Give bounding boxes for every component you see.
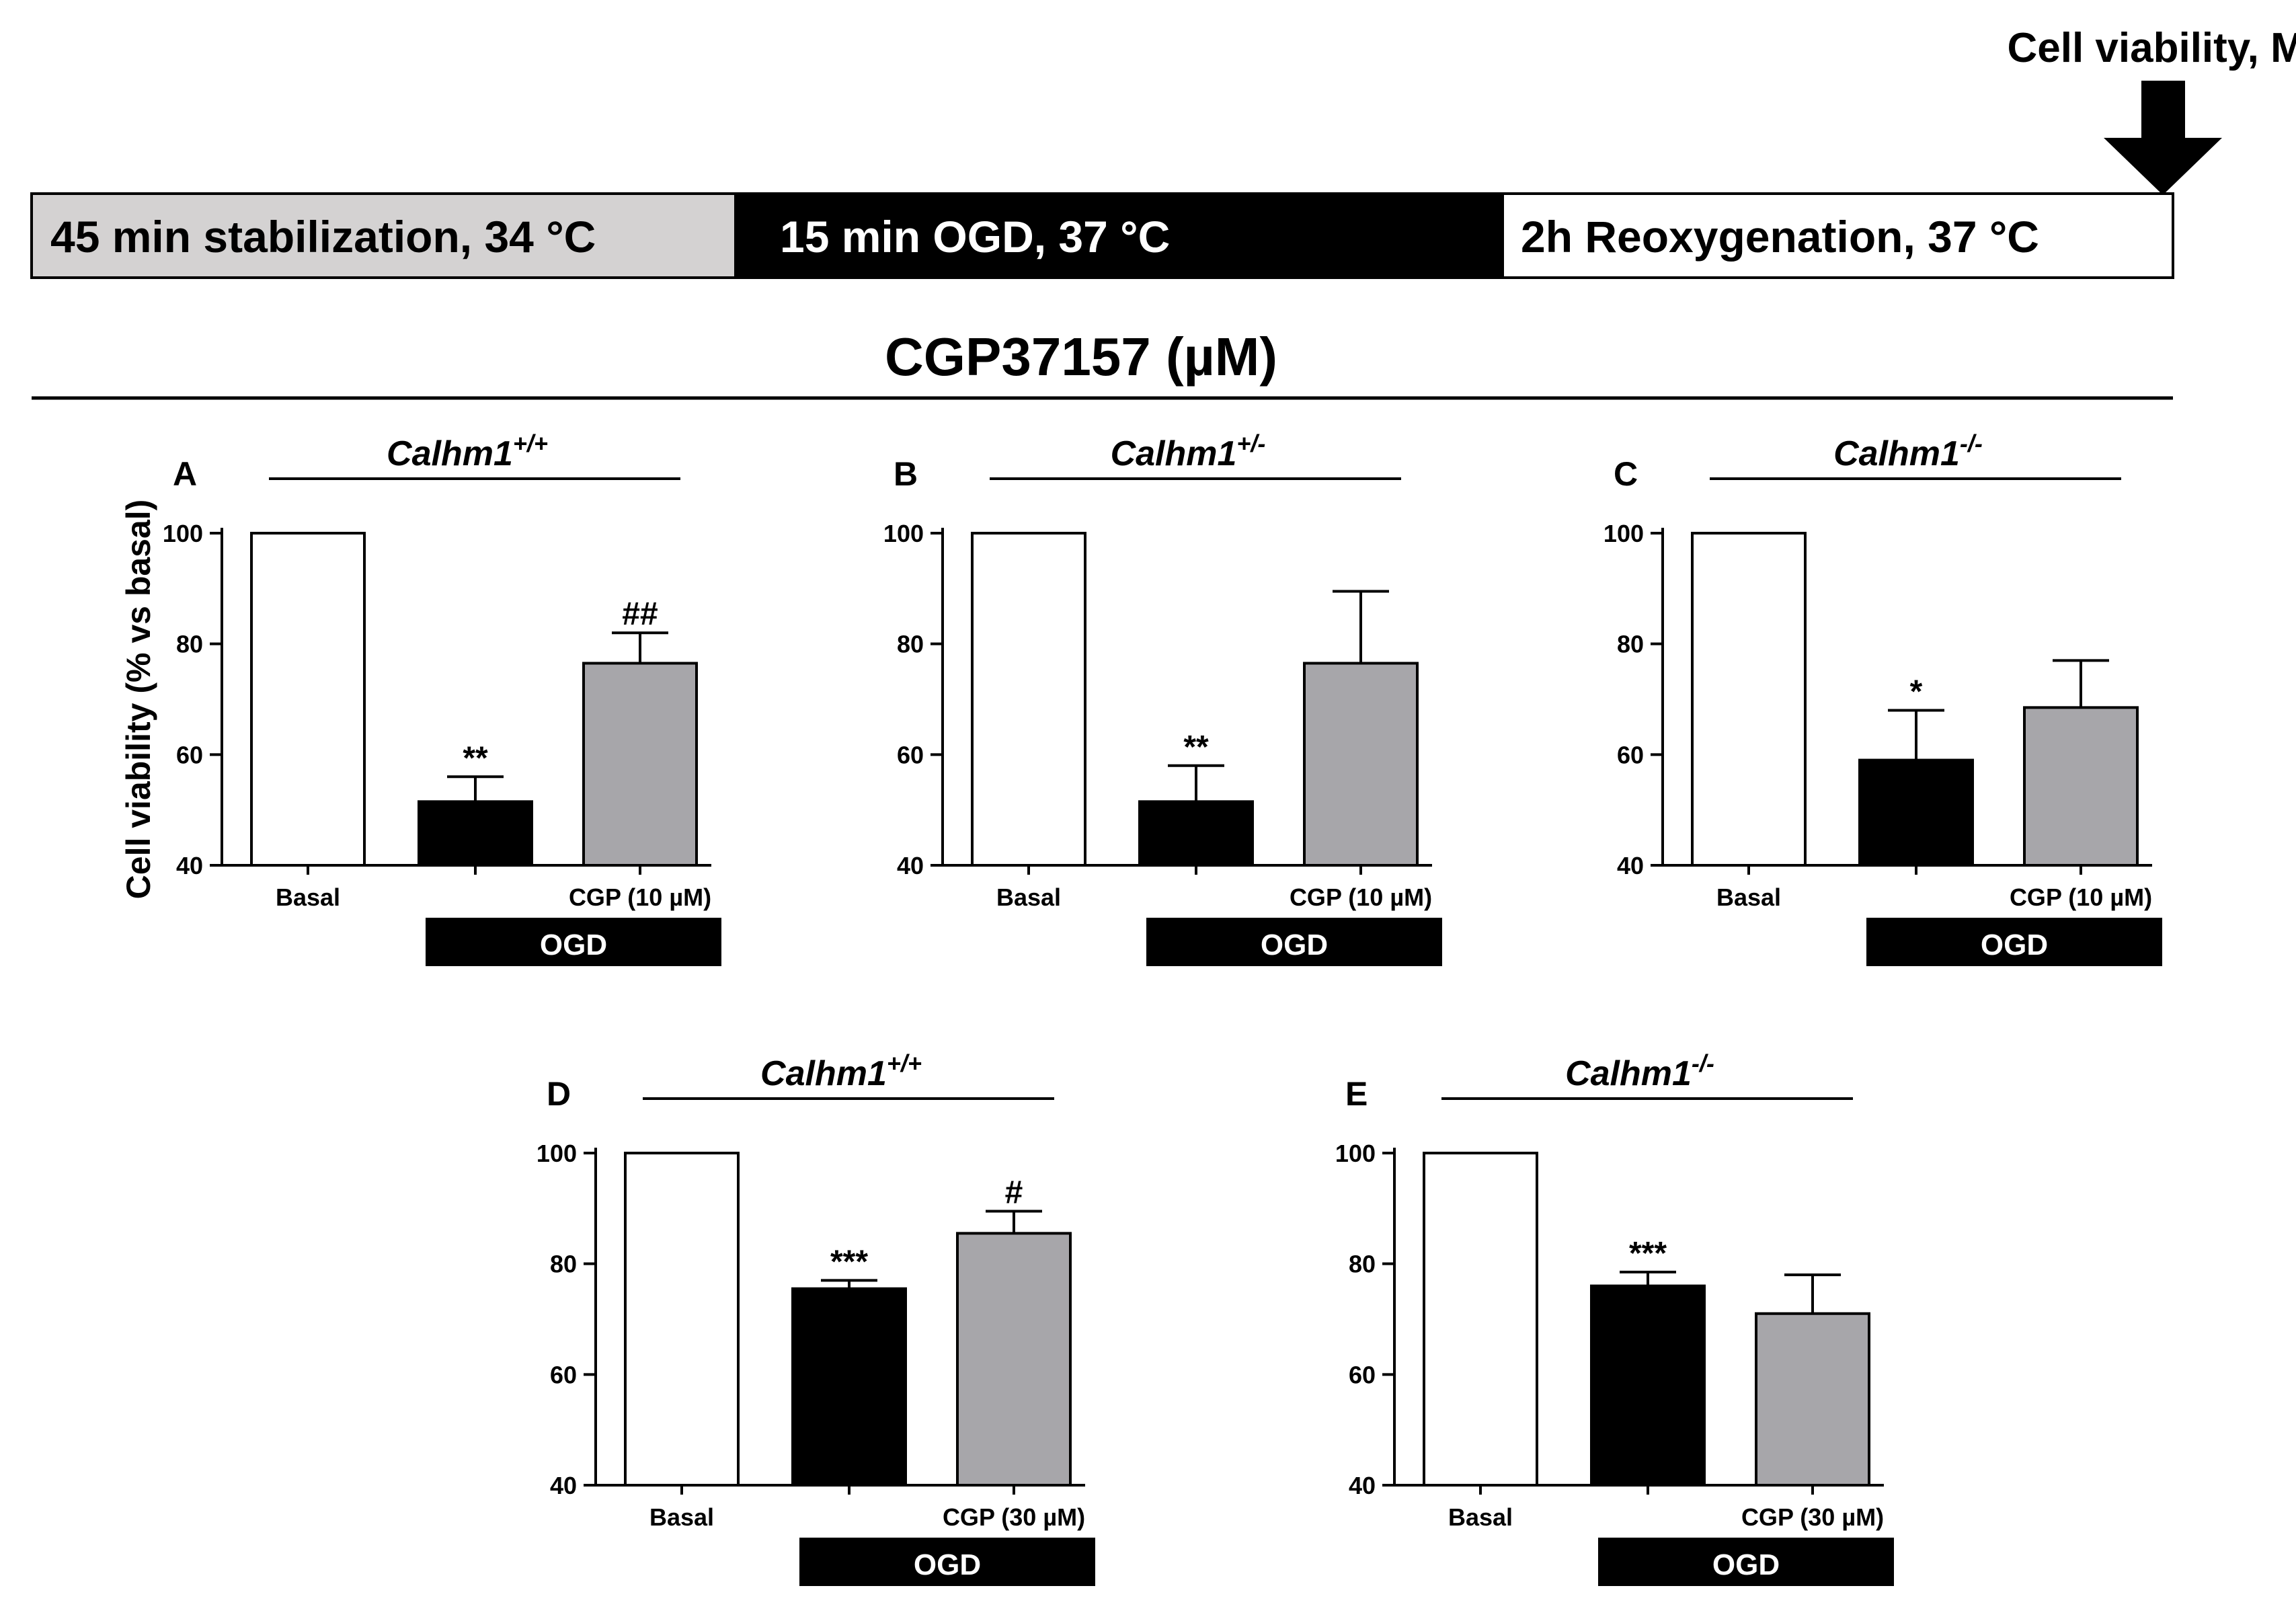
bar-1 — [1423, 1152, 1538, 1487]
x-category-label: Basal — [649, 1503, 714, 1531]
timeline-label-reoxygenation: 2h Reoxygenation, 37 °C — [1521, 212, 2039, 262]
x-category-label: Basal — [276, 883, 340, 911]
genotype-label: Calhm1+/+ — [387, 430, 548, 473]
panel-letter: C — [1614, 455, 1638, 493]
x-category-label: CGP (30 µM) — [943, 1503, 1085, 1531]
y-tick-label: 80 — [1349, 1251, 1376, 1278]
ogd-group-bar — [426, 918, 721, 966]
significance-mark: *** — [1629, 1236, 1667, 1271]
significance-mark: ** — [463, 740, 488, 776]
x-category-label: CGP (10 µM) — [569, 883, 711, 911]
genotype-label: Calhm1-/- — [1565, 1050, 1714, 1093]
panel-c: C Calhm1-/- 40 60 80 100 Basal * CGP (10 µM) OGD — [1604, 430, 2162, 966]
ogd-group-bar — [799, 1538, 1095, 1586]
y-axis-label: Cell viability (% vs basal) — [120, 500, 157, 900]
genotype-label: Calhm1+/- — [1111, 430, 1266, 473]
bar-3 — [582, 662, 698, 867]
ogd-group-bar — [1866, 918, 2162, 966]
ogd-group-label: OGD — [914, 1548, 981, 1581]
y-tick-label: 100 — [883, 520, 924, 547]
timeline-segment-ogd — [734, 192, 1504, 279]
bar-3 — [956, 1232, 1072, 1487]
y-tick-label: 80 — [897, 631, 924, 658]
panel-b: B Calhm1+/- 40 60 80 100 Basal ** CGP (10 µM) OGD — [883, 430, 1442, 966]
bar-1 — [250, 532, 366, 867]
section-title: CGP37157 (µM) — [885, 327, 1277, 387]
ogd-group-bar — [1146, 918, 1442, 966]
y-tick-label: 40 — [550, 1472, 577, 1499]
timeline-label-stabilization: 45 min stabilization, 34 °C — [50, 212, 596, 262]
bar-3 — [1755, 1312, 1870, 1487]
mtt-label: Cell viability, MTT — [2007, 25, 2296, 71]
y-tick-label: 40 — [1617, 852, 1644, 879]
ogd-group-label: OGD — [540, 928, 607, 961]
x-category-label: CGP (10 µM) — [2010, 883, 2152, 911]
y-tick-label: 100 — [537, 1140, 577, 1167]
x-category-label: Basal — [1716, 883, 1781, 911]
bar-3 — [2023, 706, 2139, 867]
x-category-label: Basal — [1448, 1503, 1513, 1531]
y-tick-label: 80 — [176, 631, 203, 658]
y-tick-label: 60 — [1617, 741, 1644, 768]
y-tick-label: 40 — [897, 852, 924, 879]
x-category-label: Basal — [996, 883, 1061, 911]
protocol-timeline: Cell viability, MTT 45 min stabilization… — [30, 25, 2296, 279]
bar-2 — [418, 800, 533, 867]
significance-mark: *** — [830, 1244, 868, 1279]
y-tick-label: 100 — [1335, 1140, 1376, 1167]
y-tick-label: 60 — [897, 741, 924, 768]
y-tick-label: 80 — [1617, 631, 1644, 658]
y-tick-label: 40 — [1349, 1472, 1376, 1499]
bar-1 — [971, 532, 1086, 867]
bar-2 — [1590, 1284, 1706, 1487]
timeline-segment-stabilization — [30, 192, 737, 279]
y-tick-label: 100 — [163, 520, 203, 547]
significance-mark: ## — [622, 596, 658, 632]
mtt-arrow-icon — [2104, 81, 2222, 195]
timeline-label-ogd: 15 min OGD, 37 °C — [780, 212, 1170, 262]
bar-2 — [791, 1287, 907, 1487]
genotype-label: Calhm1+/+ — [760, 1050, 922, 1093]
timeline-segment-reoxygenation — [1501, 192, 2174, 279]
panel-e: E Calhm1-/- 40 60 80 100 Basal *** CGP (30 µM) OG… — [1335, 1050, 1894, 1586]
bar-2 — [1858, 758, 1974, 867]
ogd-group-label: OGD — [1712, 1548, 1780, 1581]
significance-mark: ** — [1183, 729, 1209, 765]
y-tick-label: 80 — [550, 1251, 577, 1278]
significance-mark: * — [1910, 674, 1923, 709]
panel-letter: D — [547, 1075, 571, 1113]
bar-2 — [1138, 800, 1254, 867]
bar-1 — [1691, 532, 1807, 867]
y-tick-label: 60 — [1349, 1361, 1376, 1388]
genotype-label: Calhm1-/- — [1833, 430, 1983, 473]
ogd-group-label: OGD — [1981, 928, 2048, 961]
panel-d: D Calhm1+/+ 40 60 80 100 Basal *** # CGP (30 µM) O… — [537, 1050, 1095, 1586]
ogd-group-label: OGD — [1261, 928, 1328, 961]
significance-mark: # — [1005, 1175, 1023, 1210]
x-category-label: CGP (30 µM) — [1741, 1503, 1884, 1531]
bar-1 — [624, 1152, 740, 1487]
panel-letter: B — [894, 455, 918, 493]
y-tick-label: 100 — [1604, 520, 1644, 547]
panel-letter: A — [173, 455, 197, 493]
panel-letter: E — [1345, 1075, 1368, 1113]
ogd-group-bar — [1598, 1538, 1894, 1586]
y-tick-label: 40 — [176, 852, 203, 879]
y-tick-label: 60 — [550, 1361, 577, 1388]
bar-3 — [1303, 662, 1419, 867]
x-category-label: CGP (10 µM) — [1290, 883, 1432, 911]
y-tick-label: 60 — [176, 741, 203, 768]
